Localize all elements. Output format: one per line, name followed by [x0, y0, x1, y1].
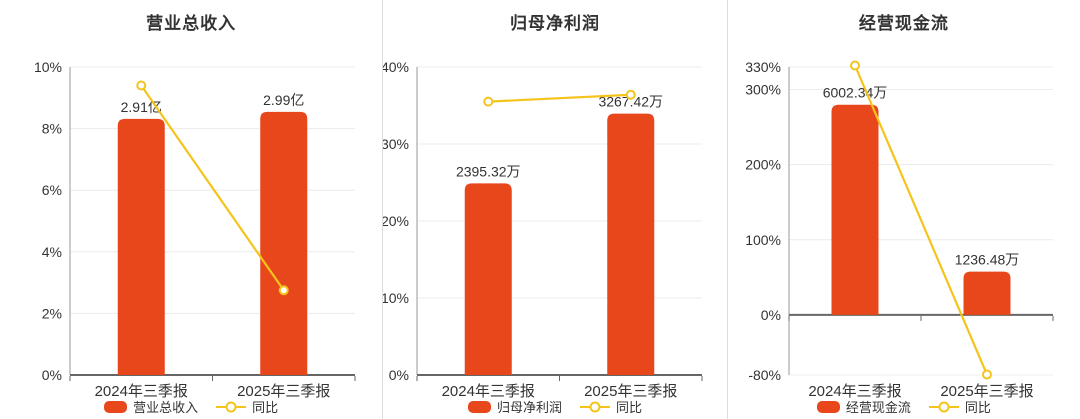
bar-value-label: 2.91亿 — [121, 99, 162, 115]
yoy-marker[interactable] — [278, 285, 289, 296]
chart-title: 营业总收入 — [146, 14, 237, 33]
bar-value-label: 6002.34万 — [822, 85, 887, 101]
bar-swatch-icon — [467, 400, 491, 413]
chart-title: 归母净利润 — [509, 14, 600, 33]
legend-label: 同比 — [964, 400, 991, 415]
bar[interactable] — [831, 104, 879, 315]
y-tick-label: 10% — [383, 290, 409, 306]
chart-panel-revenue: 营业总收入 0% 2% 4% 6% 8% 10% 2.91亿 2024年三季报 2.99亿 202… — [0, 0, 382, 419]
y-tick-label: 6% — [42, 182, 62, 198]
yoy-marker[interactable] — [981, 369, 992, 380]
y-tick-label: 30% — [383, 136, 409, 152]
legend-item-line-series[interactable]: 同比 — [928, 397, 991, 416]
line-marker-icon — [928, 401, 959, 413]
x-category-label: 2024年三季报 — [95, 383, 188, 400]
bar-swatch-icon — [104, 400, 128, 413]
y-tick-label: 300% — [745, 82, 781, 98]
x-category-label: 2025年三季报 — [940, 383, 1033, 400]
chart-legend: 营业总收入 同比 — [0, 397, 382, 416]
legend-item-bar-series[interactable]: 营业总收入 — [104, 397, 198, 416]
line-marker-icon — [216, 401, 247, 413]
y-tick-label: 8% — [42, 121, 62, 137]
y-tick-label: 40% — [383, 59, 409, 75]
chart-panel-cashflow: 经营现金流 -80% 0% 100% 200% 300% 330% 6002.34万 2024… — [726, 0, 1080, 419]
bar[interactable] — [607, 113, 655, 376]
bar-value-label: 2395.32万 — [456, 163, 521, 179]
yoy-marker[interactable] — [849, 60, 860, 71]
bar-value-label: 1236.48万 — [954, 252, 1019, 268]
yoy-marker[interactable] — [626, 89, 637, 100]
y-tick-label: 20% — [383, 213, 409, 229]
cashflow-chart: -80% 0% 100% 200% 300% 330% 6002.34万 2024年三季报 12… — [745, 59, 1054, 400]
yoy-line — [488, 93, 632, 103]
y-tick-label: 10% — [34, 59, 62, 75]
y-tick-label: 0% — [389, 367, 409, 383]
bar-value-label: 2.99亿 — [263, 92, 304, 108]
line-marker-icon — [579, 401, 610, 413]
legend-label: 经营现金流 — [845, 400, 911, 415]
y-tick-label: -80% — [748, 367, 781, 383]
bar[interactable] — [260, 111, 308, 375]
chart-legend: 归母净利润 同比 — [383, 397, 726, 416]
chart-title: 经营现金流 — [858, 14, 949, 33]
yoy-line — [140, 84, 285, 291]
legend-label: 归母净利润 — [496, 400, 562, 415]
bar-value-label: 3267.42万 — [599, 94, 664, 110]
bar[interactable] — [963, 271, 1011, 315]
x-category-label: 2024年三季报 — [442, 383, 535, 400]
x-category-label: 2024年三季报 — [808, 383, 901, 400]
x-category-label: 2025年三季报 — [584, 383, 677, 400]
y-tick-label: 4% — [42, 244, 62, 260]
chart-panel-net-profit: 归母净利润 0% 10% 20% 30% 40% 2395.32万 2024年三季报 3267… — [382, 0, 726, 419]
y-tick-label: 100% — [745, 232, 781, 248]
bar[interactable] — [465, 183, 513, 375]
legend-item-line-series[interactable]: 同比 — [216, 397, 278, 416]
x-category-label: 2025年三季报 — [237, 383, 330, 400]
legend-label: 同比 — [615, 400, 642, 415]
yoy-marker[interactable] — [483, 96, 494, 107]
bar-swatch-icon — [816, 400, 840, 413]
revenue-chart: 0% 2% 4% 6% 8% 10% 2.91亿 2024年三季报 2.99亿 2025年三季报 — [34, 59, 356, 400]
y-tick-label: 0% — [760, 307, 780, 323]
yoy-marker[interactable] — [136, 80, 147, 91]
y-tick-label: 330% — [745, 59, 781, 75]
legend-item-bar-series[interactable]: 经营现金流 — [816, 397, 911, 416]
yoy-line — [853, 65, 988, 375]
legend-item-bar-series[interactable]: 归母净利润 — [467, 397, 562, 416]
bar[interactable] — [117, 118, 165, 376]
legend-item-line-series[interactable]: 同比 — [579, 397, 642, 416]
y-tick-label: 0% — [42, 367, 62, 383]
y-tick-label: 200% — [745, 157, 781, 173]
y-tick-label: 2% — [42, 305, 62, 321]
legend-label: 营业总收入 — [133, 400, 199, 415]
chart-legend: 经营现金流 同比 — [728, 397, 1080, 416]
legend-label: 同比 — [252, 400, 279, 415]
net-profit-chart: 0% 10% 20% 30% 40% 2395.32万 2024年三季报 3267.42万 20… — [383, 59, 703, 400]
